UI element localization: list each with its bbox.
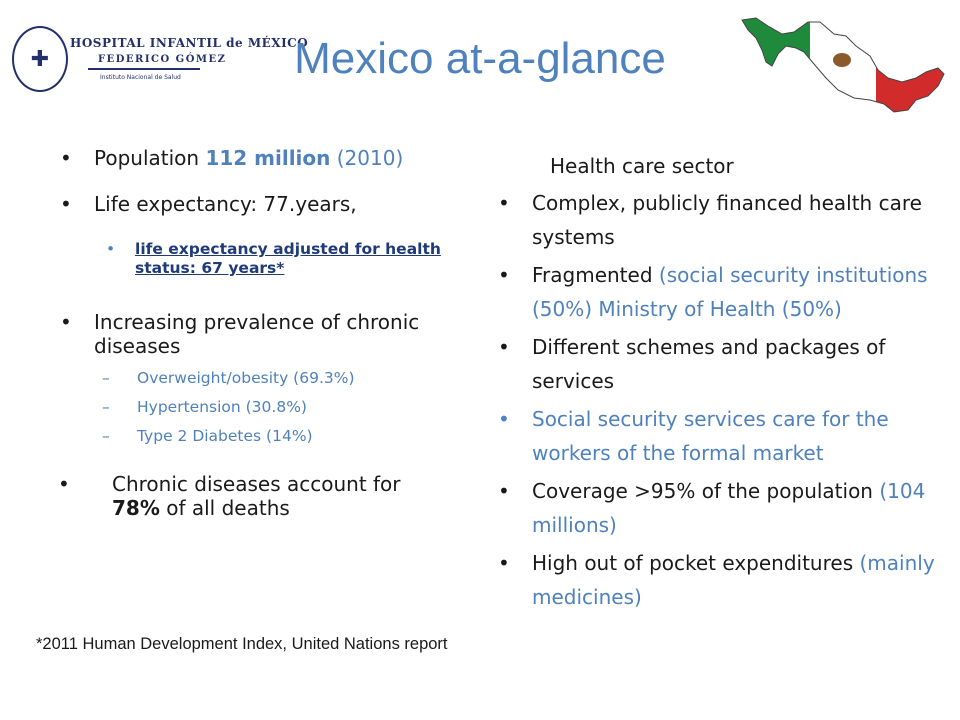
health-sector-bullet: Fragmented (social security institutions… (498, 258, 948, 326)
chronic-disease-item: Overweight/obesity (69.3%) (60, 368, 450, 388)
life-expectancy-bullet: Life expectancy: 77.years, (60, 192, 450, 216)
population-label: Population (94, 146, 206, 170)
logo-divider (88, 68, 200, 70)
expenditure-label: High out of pocket expenditures (532, 551, 860, 575)
demographics-column: Population 112 million (2010) Life expec… (58, 146, 450, 520)
hospital-seal-icon: ✚ (12, 26, 68, 92)
chronic-disease-item: Type 2 Diabetes (14%) (60, 426, 450, 446)
chronic-deaths-bullet: Chronic diseases account for 78% of all … (58, 472, 450, 520)
health-sector-bullet: Coverage >95% of the population (104 mil… (498, 474, 948, 542)
mexico-flag-map-icon (741, 17, 945, 113)
health-sector-column: Health care sector Complex, publicly fin… (498, 152, 948, 618)
deaths-value: 78% (112, 496, 160, 520)
health-sector-bullet: Social security services care for the wo… (498, 402, 948, 470)
coverage-label: Coverage >95% of the population (532, 479, 880, 503)
health-sector-bullet: Complex, publicly financed health care s… (498, 186, 948, 254)
chronic-diseases-bullet: Increasing prevalence of chronic disease… (60, 310, 450, 358)
fragmented-label: Fragmented (532, 263, 659, 287)
population-year: (2010) (330, 146, 404, 170)
slide-title: Mexico at-a-glance (294, 34, 666, 83)
footnote: *2011 Human Development Index, United Na… (36, 635, 448, 653)
life-expectancy-adjusted-text: life expectancy adjusted for health stat… (135, 240, 441, 277)
logo-institute-name: Instituto Nacional de Salud (100, 74, 181, 81)
deaths-suffix: of all deaths (159, 496, 290, 520)
fragmented-detail: (social security institutions (50%) Mini… (532, 263, 928, 321)
expenditure-detail: (mainly medicines) (532, 551, 935, 609)
population-bullet: Population 112 million (2010) (60, 146, 450, 170)
logo-hospital-name: HOSPITAL INFANTIL de MÉXICO (70, 36, 309, 50)
population-value: 112 million (205, 146, 331, 170)
health-sector-bullet: High out of pocket expenditures (mainly … (498, 546, 948, 614)
life-expectancy-adjusted-bullet: life expectancy adjusted for health stat… (60, 240, 450, 278)
hospital-logo: ✚ HOSPITAL INFANTIL de MÉXICO FEDERICO G… (12, 22, 308, 94)
chronic-disease-item: Hypertension (30.8%) (60, 397, 450, 417)
deaths-prefix: Chronic diseases account for (112, 472, 401, 496)
health-sector-bullet: Different schemes and packages of servic… (498, 330, 948, 398)
coverage-detail: (104 millions) (532, 479, 926, 537)
logo-hospital-subname: FEDERICO GÓMEZ (98, 54, 227, 65)
health-sector-heading: Health care sector (550, 154, 734, 178)
